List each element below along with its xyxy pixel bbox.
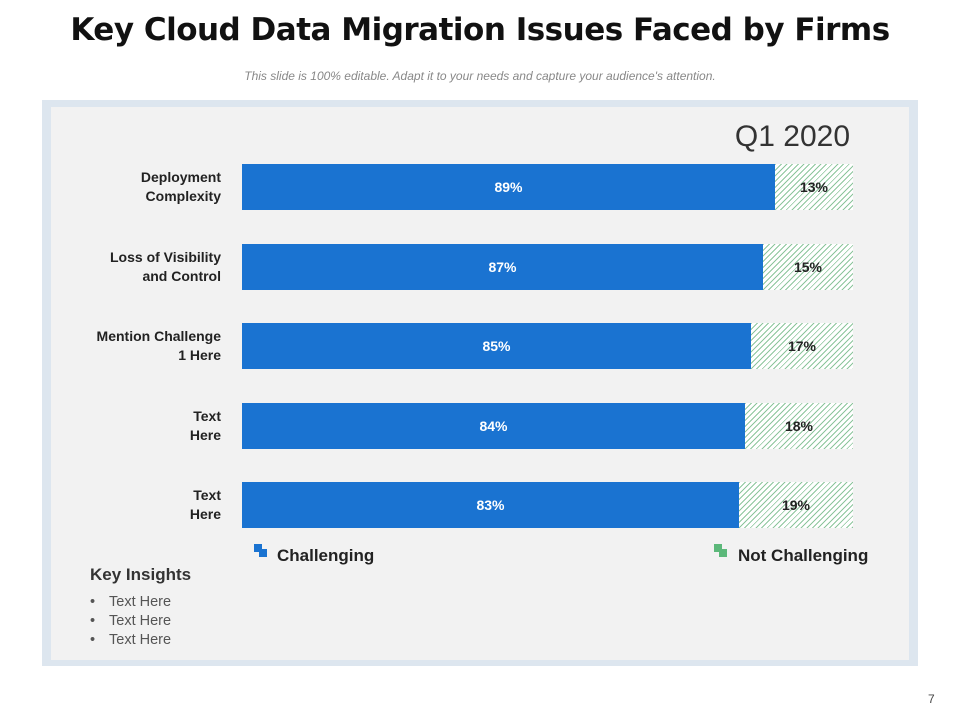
- insight-item: • Text Here: [90, 613, 172, 629]
- page-number: 7: [928, 692, 935, 706]
- category-label-line: 1 Here: [178, 347, 221, 363]
- category-label: Text Here: [40, 486, 221, 524]
- bar-not-challenging: 19%: [739, 482, 853, 528]
- bar-not-challenging: 17%: [751, 323, 853, 369]
- category-label-line: Text: [193, 408, 221, 424]
- category-label-line: Deployment: [140, 169, 221, 185]
- insight-item: • Text Here: [90, 632, 172, 648]
- slide-title: Key Cloud Data Migration Issues Faced by…: [70, 12, 890, 48]
- bar-challenging: 83%: [242, 482, 739, 528]
- bar-challenging: 85%: [242, 323, 751, 369]
- legend-not-challenging-label: Not Challenging: [738, 546, 869, 565]
- bar-challenging: 84%: [242, 403, 745, 449]
- bar-not-challenging: 13%: [775, 164, 853, 210]
- chart-title: Q1 2020: [734, 120, 850, 153]
- category-label-line: Mention Challenge: [96, 328, 221, 344]
- bar-challenging: 89%: [242, 164, 775, 210]
- category-label-line: and Control: [142, 268, 221, 284]
- legend-challenging-label: Challenging: [277, 546, 375, 565]
- not-challenging-legend-icon: [714, 544, 728, 558]
- category-label: Deployment Complexity: [40, 168, 221, 206]
- category-label-line: Complexity: [145, 188, 221, 204]
- bar-not-challenging: 15%: [763, 244, 853, 290]
- category-label-line: Loss of Visibility: [110, 249, 221, 265]
- category-label: Loss of Visibility and Control: [40, 248, 221, 286]
- key-insights-title: Key Insights: [90, 565, 192, 584]
- insight-item: • Text Here: [90, 594, 172, 610]
- category-label: Mention Challenge 1 Here: [40, 327, 221, 365]
- challenging-legend-icon: [254, 544, 268, 558]
- bar-not-challenging: 18%: [745, 403, 853, 449]
- category-label-line: Here: [189, 506, 221, 522]
- category-label-line: Here: [189, 427, 221, 443]
- slide-subtitle: This slide is 100% editable. Adapt it to…: [244, 69, 716, 83]
- category-label: Text Here: [40, 407, 221, 445]
- bar-challenging: 87%: [242, 244, 763, 290]
- category-label-line: Text: [193, 487, 221, 503]
